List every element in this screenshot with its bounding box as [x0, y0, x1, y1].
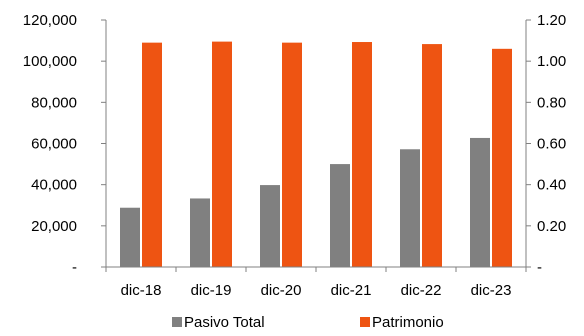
- left-tick-label: -: [72, 259, 77, 276]
- x-tick-label: dic-20: [261, 282, 302, 299]
- x-tick-label: dic-21: [331, 282, 372, 299]
- x-tick-label: dic-19: [191, 282, 232, 299]
- bar-patrimonio-dic-22: [422, 44, 442, 267]
- bar-pasivo-total-dic-21: [330, 164, 350, 267]
- left-tick-label: 80,000: [31, 94, 77, 111]
- legend-swatch-patrimonio: [360, 317, 370, 327]
- legend-label-pasivo-total: Pasivo Total: [184, 314, 265, 331]
- bar-patrimonio-dic-20: [282, 42, 302, 268]
- left-tick-label: 40,000: [31, 177, 77, 194]
- bar-pasivo-total-dic-18: [120, 207, 140, 267]
- bars-layer: [120, 41, 512, 268]
- right-tick-label: 1.00: [537, 53, 566, 70]
- right-axis-ticks: - 0.20 0.40 0.60 0.80 1.00 1.20: [526, 12, 566, 276]
- left-tick-label: 20,000: [31, 218, 77, 235]
- left-tick-label: 60,000: [31, 136, 77, 153]
- legend-label-patrimonio: Patrimonio: [372, 314, 444, 331]
- right-tick-label: 0.40: [537, 177, 566, 194]
- x-axis-ticks: dic-18 dic-19 dic-20 dic-21 dic-22 dic-23: [105, 267, 527, 299]
- bar-patrimonio-dic-18: [142, 42, 162, 268]
- left-axis-ticks: - 20,000 40,000 60,000 80,000 100,000 120,000: [23, 12, 106, 276]
- legend-swatch-pasivo-total: [172, 317, 182, 327]
- right-tick-label: -: [537, 259, 542, 276]
- bar-patrimonio-dic-19: [212, 41, 232, 267]
- right-tick-label: 0.60: [537, 136, 566, 153]
- legend: Pasivo Total Patrimonio: [172, 314, 444, 331]
- x-tick-label: dic-18: [121, 282, 162, 299]
- bar-pasivo-total-dic-19: [190, 198, 210, 267]
- right-tick-label: 0.20: [537, 218, 566, 235]
- bar-pasivo-total-dic-20: [260, 185, 280, 267]
- bar-pasivo-total-dic-22: [400, 149, 420, 267]
- x-tick-label: dic-22: [401, 282, 442, 299]
- right-tick-label: 1.20: [537, 12, 566, 29]
- bar-patrimonio-dic-21: [352, 42, 372, 267]
- bar-patrimonio-dic-23: [492, 48, 512, 267]
- right-tick-label: 0.80: [537, 94, 566, 111]
- bar-pasivo-total-dic-23: [470, 137, 490, 267]
- left-tick-label: 100,000: [23, 53, 77, 70]
- axes-layer: [101, 20, 531, 268]
- x-tick-label: dic-23: [471, 282, 512, 299]
- left-tick-label: 120,000: [23, 12, 77, 29]
